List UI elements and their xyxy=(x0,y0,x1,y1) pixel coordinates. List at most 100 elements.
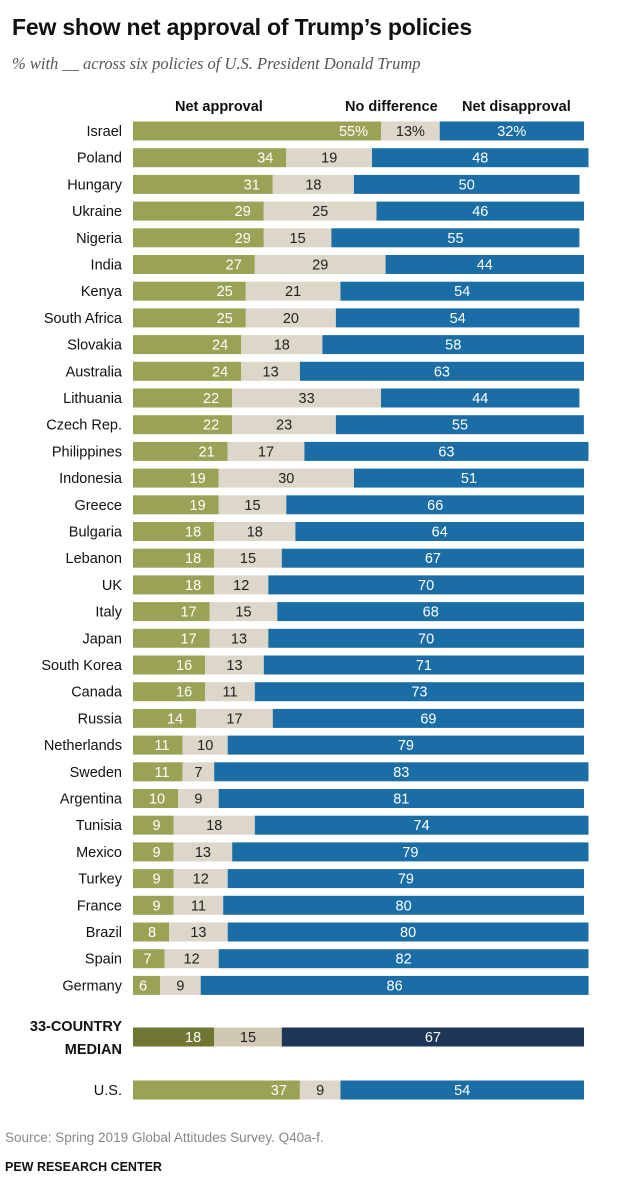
value-label-no-difference: 19 xyxy=(321,151,337,167)
bar-no-difference xyxy=(173,842,233,862)
chart-subtitle: % with __ across six policies of U.S. Pr… xyxy=(12,54,421,73)
bar-disapproval xyxy=(372,148,589,168)
value-label-no-difference: 15 xyxy=(240,1030,256,1046)
value-label-approval: 16 xyxy=(176,685,192,701)
bar-approval xyxy=(133,174,273,194)
bar-approval xyxy=(133,602,210,622)
value-label-no-difference: 23 xyxy=(276,418,292,434)
bar-approval xyxy=(133,682,206,702)
median-label-line1: 33-COUNTRY xyxy=(30,1019,122,1035)
value-label-no-difference: 15 xyxy=(290,231,306,247)
value-label-disapproval: 54 xyxy=(454,1083,470,1099)
value-label-no-difference: 12 xyxy=(193,872,209,888)
bar-disapproval xyxy=(218,949,589,969)
value-label-disapproval: 73 xyxy=(411,685,427,701)
value-label-no-difference: 18 xyxy=(206,818,222,834)
value-label-approval: 29 xyxy=(235,231,251,247)
bar-disapproval xyxy=(331,228,580,248)
value-label-no-difference: 9 xyxy=(316,1083,324,1099)
bar-disapproval xyxy=(214,762,589,782)
country-label: Australia xyxy=(66,364,123,380)
bar-approval xyxy=(133,815,174,835)
bar-no-difference xyxy=(214,1027,282,1047)
bar-disapproval xyxy=(268,575,584,595)
bar-no-difference xyxy=(214,522,296,541)
bar-no-difference xyxy=(214,548,282,568)
country-label: Spain xyxy=(85,952,122,968)
country-label: Hungary xyxy=(67,177,123,193)
value-label-approval: 14 xyxy=(167,711,183,727)
value-label-no-difference: 15 xyxy=(235,605,251,621)
value-label-disapproval: 79 xyxy=(398,738,414,754)
bar-disapproval xyxy=(322,335,584,355)
value-label-no-difference: 12 xyxy=(233,578,249,594)
legend-net-disapproval: Net disapproval xyxy=(462,99,571,115)
chart-title: Few show net approval of Trump’s policie… xyxy=(12,14,472,40)
bar-disapproval xyxy=(268,628,584,648)
value-label-disapproval: 50 xyxy=(459,177,475,193)
country-label: Kenya xyxy=(81,284,123,300)
bar-no-difference xyxy=(218,468,354,488)
bar-approval xyxy=(133,201,264,221)
value-label-disapproval: 79 xyxy=(398,872,414,888)
bar-no-difference xyxy=(169,922,228,942)
value-label-no-difference: 21 xyxy=(285,284,301,300)
bar-approval xyxy=(133,1080,300,1100)
value-label-no-difference: 9 xyxy=(194,792,202,808)
bar-no-difference xyxy=(182,762,215,782)
bar-approval xyxy=(133,1027,215,1047)
bar-approval xyxy=(133,255,255,274)
bar-approval xyxy=(133,308,246,328)
value-label-approval: 9 xyxy=(153,818,161,834)
bar-disapproval xyxy=(227,735,584,755)
bar-no-difference xyxy=(205,655,264,675)
value-label-no-difference: 12 xyxy=(184,952,200,968)
value-label-disapproval: 66 xyxy=(427,498,443,514)
value-label-approval: 10 xyxy=(149,792,165,808)
bar-disapproval xyxy=(254,815,589,835)
bar-approval xyxy=(133,895,174,915)
bar-approval xyxy=(133,708,197,728)
bar-disapproval xyxy=(263,655,584,675)
bar-approval xyxy=(133,148,287,168)
source-note: Source: Spring 2019 Global Attitudes Sur… xyxy=(5,1130,324,1145)
value-label-approval: 24 xyxy=(212,338,228,354)
value-label-approval: 9 xyxy=(153,872,161,888)
value-label-disapproval: 63 xyxy=(438,444,454,460)
value-label-no-difference: 13% xyxy=(396,124,425,140)
value-label-disapproval: 74 xyxy=(414,818,430,834)
bar-no-difference xyxy=(241,335,323,355)
value-label-approval: 55% xyxy=(339,124,368,140)
value-label-approval: 6 xyxy=(139,978,147,994)
bar-no-difference xyxy=(254,255,386,274)
country-label: India xyxy=(91,258,123,274)
country-label: South Korea xyxy=(41,658,123,674)
median-label-line2: MEDIAN xyxy=(65,1042,122,1058)
bar-no-difference xyxy=(196,708,273,728)
value-label-no-difference: 15 xyxy=(244,498,260,514)
bar-disapproval xyxy=(272,708,584,728)
value-label-approval: 25 xyxy=(217,284,233,300)
value-label-no-difference: 13 xyxy=(231,631,247,647)
bar-no-difference xyxy=(178,789,219,808)
value-label-disapproval: 80 xyxy=(396,898,412,914)
bar-approval xyxy=(133,975,161,995)
value-label-disapproval: 54 xyxy=(450,311,466,327)
value-label-disapproval: 64 xyxy=(432,525,448,541)
value-label-no-difference: 13 xyxy=(195,845,211,861)
bar-approval xyxy=(133,335,242,355)
bar-no-difference xyxy=(381,121,440,141)
country-label: Israel xyxy=(87,124,122,140)
credit-line: PEW RESEARCH CENTER xyxy=(5,1160,162,1174)
value-label-no-difference: 11 xyxy=(222,685,237,701)
country-label: Lithuania xyxy=(63,391,123,407)
bar-no-difference xyxy=(182,735,228,755)
bar-approval xyxy=(133,468,219,488)
value-label-disapproval: 70 xyxy=(418,578,434,594)
value-label-approval: 9 xyxy=(153,898,161,914)
bar-no-difference xyxy=(263,201,377,221)
value-label-no-difference: 18 xyxy=(305,177,321,193)
value-label-disapproval: 82 xyxy=(396,952,412,968)
bar-disapproval xyxy=(376,201,584,221)
bar-approval xyxy=(133,228,264,248)
